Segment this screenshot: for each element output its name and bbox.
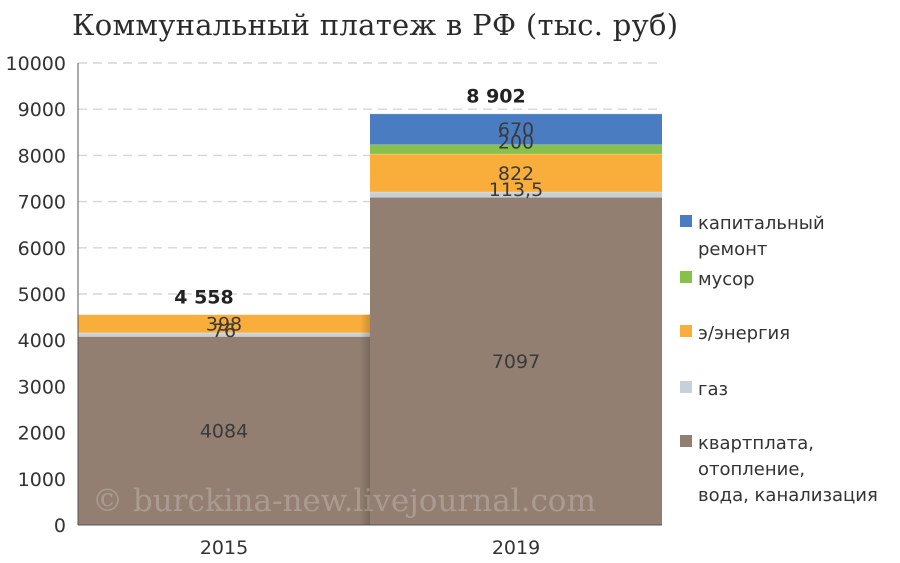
segment-value-label: 7097 [492,351,540,373]
bar-segment [370,197,662,526]
y-tick-label: 2000 [18,423,66,445]
axes [77,63,662,526]
legend: капитальный ремонт мусор э/энергия газ квартп… [680,213,878,506]
bar-segment [370,113,662,145]
legend-label: капитальный [698,213,825,234]
y-tick-label: 1000 [18,469,66,491]
y-tick-label: 8000 [18,145,66,167]
x-axis-ticks: 2015 2019 [200,537,540,559]
y-tick-label: 6000 [18,238,66,260]
bar-segment [78,314,370,333]
segment-value-label: 4084 [200,421,248,443]
y-tick-label: 9000 [18,99,66,121]
bar-shadow [360,314,370,525]
legend-label: вода, канализация [698,485,878,506]
y-axis-ticks: 0 1000 2000 3000 4000 5000 6000 7000 8000 9000 100… [6,53,66,537]
legend-label: отопление, [698,459,805,480]
y-tick-label: 0 [54,515,66,537]
y-tick-label: 7000 [18,192,66,214]
segment-value-label: 822 [498,163,534,185]
y-tick-label: 10000 [6,53,66,75]
legend-label: газ [698,379,728,400]
legend-swatch [680,215,692,227]
legend-swatch [680,271,692,283]
legend-label: квартплата, [698,433,814,454]
segment-value-label: 398 [206,314,242,336]
legend-swatch [680,381,692,393]
y-tick-label: 4000 [18,330,66,352]
bar-segment [78,336,370,525]
y-tick-label: 3000 [18,376,66,398]
x-tick-label: 2019 [492,537,540,559]
chart-title: Коммунальный платеж в РФ (тыс. руб) [72,8,679,42]
segment-value-label: 200 [498,132,534,154]
segment-value-label: 670 [498,119,534,141]
bar-segment [370,144,662,154]
segment-value-label: 76 [212,320,236,342]
bar-segment [370,153,662,192]
segment-value-label: 113,5 [489,179,543,201]
legend-swatch [680,435,692,447]
legend-swatch [680,325,692,337]
legend-label: ремонт [698,239,767,260]
bar-total-label: 4 558 [174,286,234,308]
bars [78,113,662,526]
x-tick-label: 2015 [200,537,248,559]
legend-label: э/энергия [698,323,790,344]
legend-label: мусор [698,269,755,290]
watermark-text: © burckina-new.livejournal.com [92,483,596,519]
bar-segment [78,332,370,337]
y-tick-label: 5000 [18,284,66,306]
bar-total-label: 8 902 [466,86,526,108]
bar-segment [370,191,662,198]
